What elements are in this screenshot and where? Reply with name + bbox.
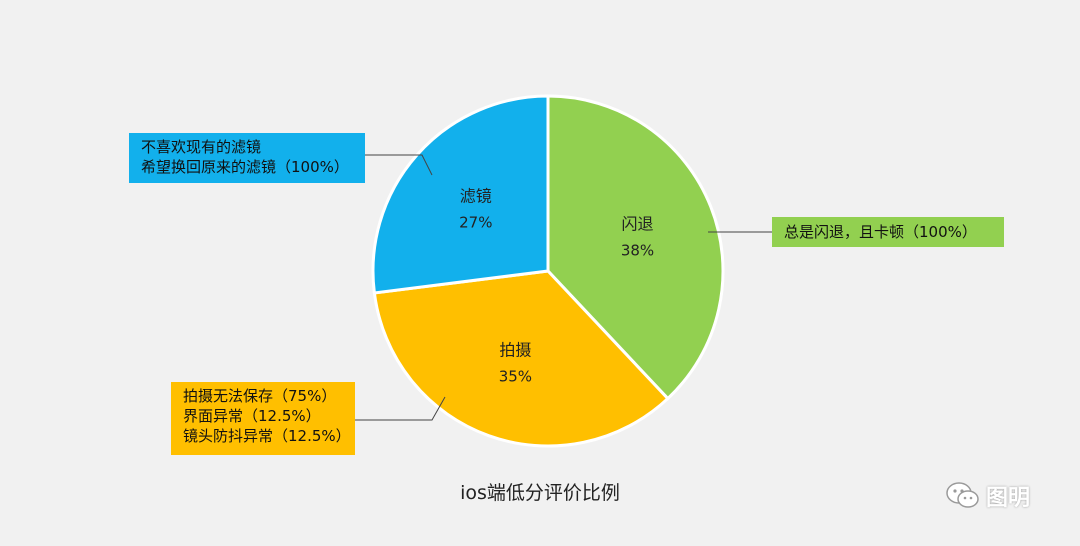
slice-label-1: 拍摄 (499, 341, 531, 360)
slice-label-0: 闪退 (621, 215, 653, 234)
callout-filter-line-2: 希望换回原来的滤镜（100%） (141, 158, 349, 176)
wechat-icon (946, 482, 979, 508)
callout-shooting-line-3: 镜头防抖异常（12.5%） (183, 427, 351, 445)
callout-crash-line-1: 总是闪退，且卡顿（100%） (784, 223, 977, 241)
pie-slice-1 (372, 269, 670, 448)
chart-title: ios端低分评价比例 (460, 482, 620, 504)
watermark: 图明 (946, 476, 1066, 516)
callout-filter-line-1: 不喜欢现有的滤镜 (141, 138, 262, 156)
callout-shooting-line-2: 界面异常（12.5%） (183, 407, 321, 425)
slice-value-2: 27% (459, 213, 492, 231)
callout-shooting: 拍摄无法保存（75%） 界面异常（12.5%） 镜头防抖异常（12.5%） (171, 382, 355, 455)
watermark-text: 图明 (986, 486, 1031, 511)
callout-crash: 总是闪退，且卡顿（100%） (772, 217, 1004, 247)
leader-filter (365, 154, 433, 176)
leader-shooting (355, 396, 446, 421)
slice-value-0: 38% (621, 242, 654, 260)
slice-value-1: 35% (499, 368, 532, 386)
callout-shooting-line-1: 拍摄无法保存（75%） (183, 387, 337, 405)
callout-filter: 不喜欢现有的滤镜 希望换回原来的滤镜（100%） (129, 133, 365, 183)
slice-label-2: 滤镜 (460, 186, 492, 205)
pie-slice-0 (546, 94, 725, 401)
